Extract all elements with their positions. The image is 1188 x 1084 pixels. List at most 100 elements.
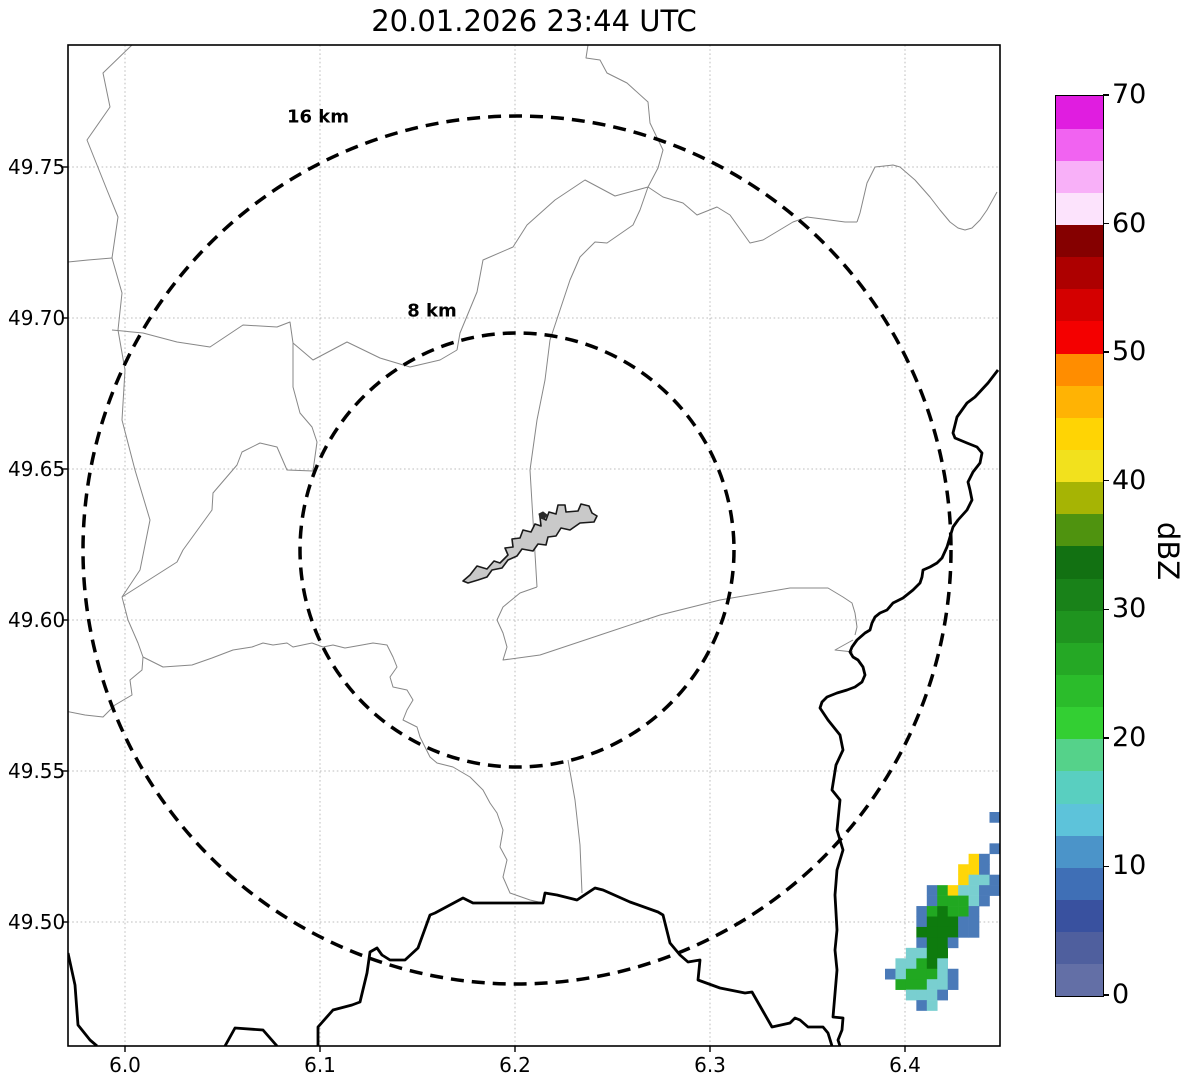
radar-echo-cell — [937, 926, 948, 938]
colorbar-segment — [1056, 256, 1103, 290]
radar-echo-cell — [926, 947, 938, 959]
colorbar-segment — [1056, 546, 1103, 579]
radar-echo-cell — [905, 989, 917, 1001]
range-ring-label: 8 km — [407, 300, 457, 322]
radar-echo-cell — [937, 958, 948, 970]
radar-echo-cell — [916, 989, 928, 1001]
admin-boundary-line — [856, 164, 998, 231]
range-ring-label: 16 km — [286, 106, 350, 128]
admin-boundary-line — [585, 45, 664, 188]
colorbar-tick-label: 60 — [1112, 207, 1147, 239]
colorbar-segment — [1056, 803, 1103, 836]
radar-echo-cell — [968, 926, 980, 938]
radar-echo-cell — [926, 979, 938, 990]
radar-echo-cell — [916, 916, 928, 928]
y-tick-label: 49.70 — [8, 306, 66, 330]
colorbar-tick-mark — [1103, 608, 1109, 610]
radar-echo-cell — [947, 979, 959, 990]
colorbar-segment — [1056, 513, 1103, 547]
radar-echo-cell — [916, 926, 928, 938]
radar-echo-cell — [979, 853, 990, 865]
colorbar-segment — [1056, 224, 1103, 258]
radar-echo-cell — [968, 895, 980, 907]
radar-echo-cell — [905, 968, 917, 980]
y-tick-label: 49.65 — [8, 457, 66, 481]
country-border-line — [68, 952, 98, 1046]
colorbar-tick-mark — [1103, 351, 1109, 353]
radar-echo-cell — [916, 906, 928, 917]
colorbar-segment — [1056, 963, 1103, 997]
radar-echo-cell — [947, 916, 959, 928]
colorbar-tick-label: 0 — [1112, 979, 1130, 1010]
colorbar-segment — [1056, 353, 1103, 386]
radar-echo-cell — [958, 916, 969, 928]
radar-echo-cell — [979, 864, 990, 875]
colorbar-tick-mark — [1103, 480, 1109, 482]
radar-echo-cell — [885, 968, 896, 980]
colorbar-segment — [1056, 674, 1103, 708]
radar-echo-cell — [895, 958, 907, 970]
x-tick-label: 6.4 — [889, 1053, 921, 1077]
radar-echo-cell — [926, 885, 938, 896]
radar-echo-cell — [937, 937, 948, 949]
y-tick-label: 49.50 — [8, 910, 66, 934]
radar-echo-cell — [916, 1000, 928, 1011]
admin-boundary-line — [456, 179, 649, 351]
admin-boundary-line — [834, 639, 854, 653]
colorbar — [1055, 95, 1104, 997]
country-border-line — [316, 886, 834, 1046]
radar-echo-cell — [937, 885, 948, 896]
radar-echo-cell — [905, 958, 917, 970]
radar-echo-cell — [947, 885, 959, 896]
colorbar-segment — [1056, 288, 1103, 322]
x-tick-label: 6.3 — [694, 1053, 726, 1077]
colorbar-segment — [1056, 96, 1103, 129]
radar-echo-cell — [947, 906, 959, 917]
y-tick-label: 49.60 — [8, 608, 66, 632]
radar-echo-cell — [916, 947, 928, 959]
admin-boundary-line — [496, 586, 858, 661]
radar-echo-cell — [947, 895, 959, 907]
admin-boundary-line — [86, 45, 151, 598]
colorbar-segment — [1056, 449, 1103, 483]
radar-echo-cell — [968, 885, 980, 896]
radar-echo-cell — [968, 906, 980, 917]
radar-echo-cell — [916, 968, 928, 980]
radar-echo-cell — [926, 906, 938, 917]
colorbar-segment — [1056, 578, 1103, 611]
radar-echo-cell — [895, 979, 907, 990]
radar-echo-cell — [926, 916, 938, 928]
admin-boundary-line — [567, 759, 583, 894]
radar-echo-cell — [968, 916, 980, 928]
colorbar-segment — [1056, 642, 1103, 676]
range-ring-circle — [81, 114, 953, 986]
radar-echo-cell — [926, 926, 938, 938]
colorbar-segment — [1056, 128, 1103, 161]
colorbar-segment — [1056, 417, 1103, 451]
colorbar-segment — [1056, 899, 1103, 933]
radar-echo-cell — [947, 968, 959, 980]
colorbar-segment — [1056, 931, 1103, 965]
colorbar-segment — [1056, 321, 1103, 354]
radar-echo-cell — [958, 926, 969, 938]
colorbar-axis-label: dBZ — [1151, 521, 1185, 581]
radar-echo-cell — [926, 1000, 938, 1011]
colorbar-segment — [1056, 835, 1103, 868]
colorbar-tick-label: 40 — [1112, 464, 1147, 496]
radar-echo-cell — [958, 864, 969, 875]
colorbar-segment — [1056, 706, 1103, 740]
x-tick-label: 6.1 — [304, 1053, 336, 1077]
country-border-line — [223, 1026, 279, 1046]
colorbar-segment — [1056, 481, 1103, 515]
radar-echo-cell — [937, 989, 948, 1001]
radar-echo-cell — [958, 885, 969, 896]
radar-echo-cell — [916, 958, 928, 970]
radar-echo-cell — [937, 979, 948, 990]
radar-echo-cell — [937, 906, 948, 917]
radar-echo-cell — [968, 874, 980, 886]
colorbar-tick-label: 20 — [1112, 721, 1147, 753]
radar-echo-cell — [937, 916, 948, 928]
radar-echo-cell — [895, 968, 907, 980]
